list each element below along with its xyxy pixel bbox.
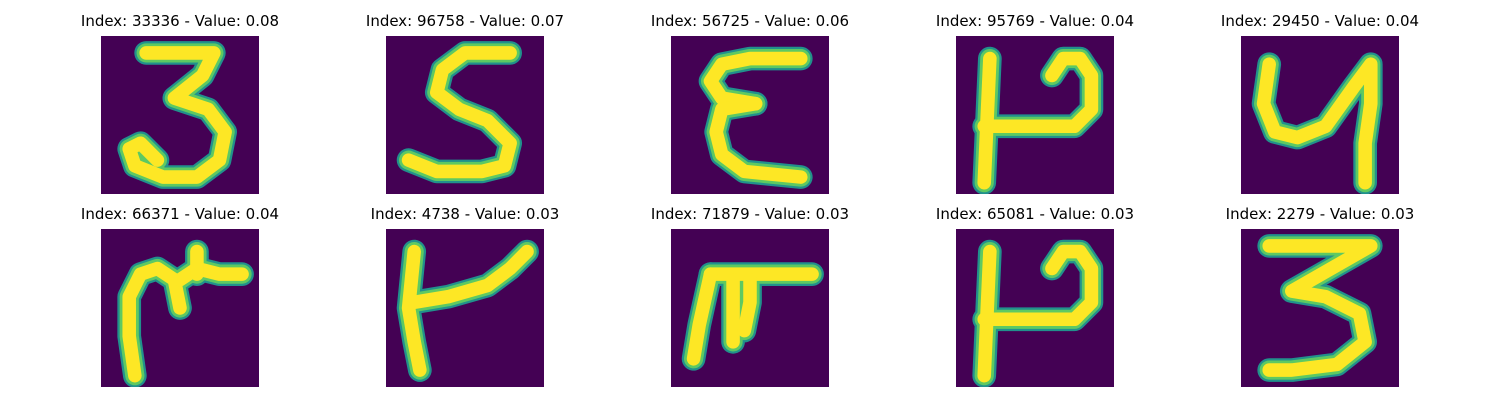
panel-1: Index: 33336 - Value: 0.08 [60,12,300,202]
digit-image [386,229,544,387]
digit-image [1241,36,1399,194]
panel-6: Index: 66371 - Value: 0.04 [60,205,300,395]
glyph-stroke [1256,57,1378,190]
digit-image [1241,229,1399,387]
panel-title: Index: 56725 - Value: 0.06 [650,12,850,30]
panel-title: Index: 96758 - Value: 0.07 [365,12,565,30]
digit-image [386,36,544,194]
glyph-stroke [977,51,1099,134]
glyph-stroke [122,46,232,184]
panel-3: Index: 56725 - Value: 0.06 [630,12,870,202]
glyph-stroke [977,244,1099,327]
glyph-stroke [1262,239,1378,377]
panel-8: Index: 71879 - Value: 0.03 [630,205,870,395]
panel-9: Index: 65081 - Value: 0.03 [915,205,1155,395]
glyph-stroke [407,244,534,310]
panel-title: Index: 29450 - Value: 0.04 [1220,12,1420,30]
digit-image [671,36,829,194]
glyph-stroke [686,267,718,366]
glyph-stroke [709,96,808,184]
panel-title: Index: 66371 - Value: 0.04 [80,205,280,223]
digit-image [956,36,1114,194]
digit-image [956,229,1114,387]
panel-title: Index: 71879 - Value: 0.03 [650,205,850,223]
panel-title: Index: 33336 - Value: 0.08 [80,12,280,30]
panel-title: Index: 95769 - Value: 0.04 [935,12,1135,30]
glyph-stroke [401,46,517,179]
panel-title: Index: 4738 - Value: 0.03 [370,205,560,223]
panel-7: Index: 4738 - Value: 0.03 [345,205,585,395]
panel-10: Index: 2279 - Value: 0.03 [1200,205,1440,395]
glyph-stroke [401,244,427,377]
digit-image [101,36,259,194]
panel-title: Index: 65081 - Value: 0.03 [935,205,1135,223]
digit-image [101,229,259,387]
glyph-stroke [737,273,757,338]
glyph-stroke [173,261,249,287]
panel-title: Index: 2279 - Value: 0.03 [1225,205,1415,223]
panel-4: Index: 95769 - Value: 0.04 [915,12,1155,202]
glyph-stroke [703,51,808,111]
digit-image [671,229,829,387]
panel-5: Index: 29450 - Value: 0.04 [1200,12,1440,202]
panel-2: Index: 96758 - Value: 0.07 [345,12,585,202]
